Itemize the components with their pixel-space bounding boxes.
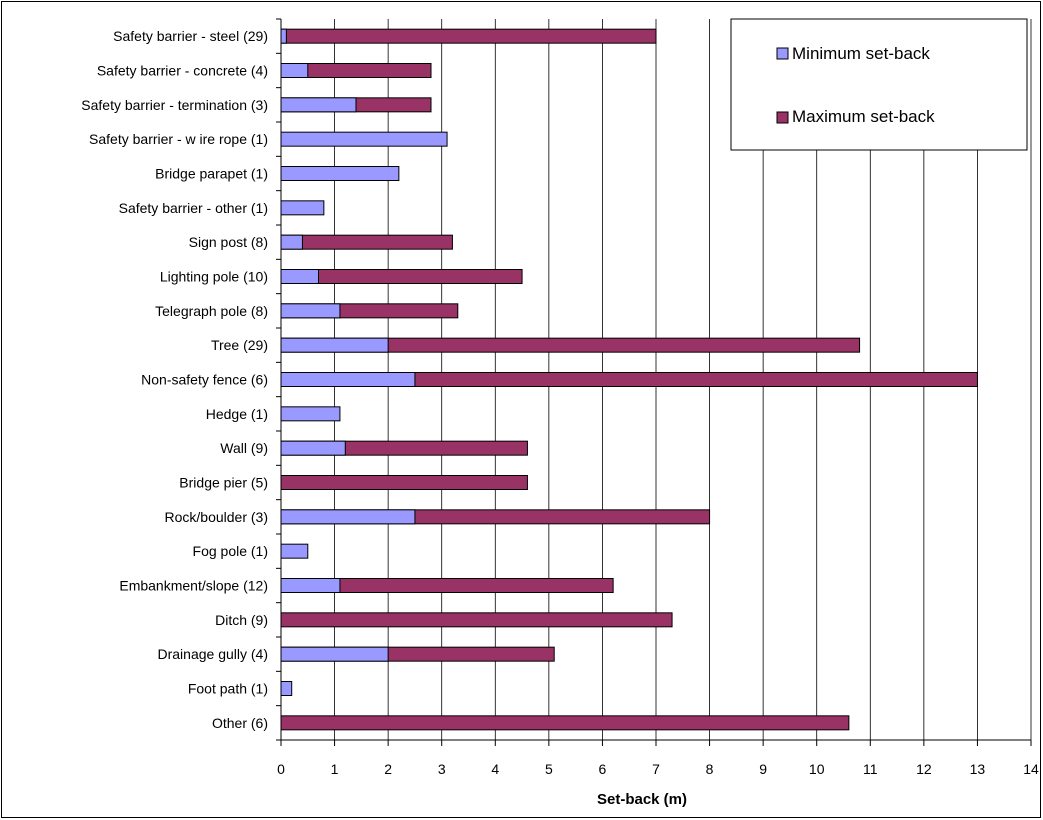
x-tick-label: 11 [863, 761, 878, 777]
bar-minimum-7 [280, 269, 319, 284]
x-tick-label: 5 [545, 761, 553, 777]
category-label: Embankment/slope (12) [119, 578, 268, 594]
bar-minimum-9 [280, 337, 389, 353]
axes [276, 18, 1032, 746]
x-tick-label: 0 [277, 761, 285, 777]
legend-swatch-minimum [776, 47, 789, 60]
category-label: Drainage gully (4) [158, 646, 269, 662]
bar-minimum-18 [280, 646, 389, 662]
bar-minimum-15 [280, 543, 309, 559]
category-label: Foot path (1) [188, 681, 268, 697]
category-label: Fog pole (1) [193, 543, 268, 559]
bar-minimum-3 [280, 131, 448, 147]
category-label: Rock/boulder (3) [165, 509, 269, 525]
bar-minimum-6 [280, 234, 303, 250]
category-label: Lighting pole (10) [160, 269, 268, 285]
bar-maximum-17 [280, 612, 673, 628]
x-tick-label: 3 [438, 761, 446, 777]
bar-minimum-0 [280, 28, 287, 44]
bar-minimum-1 [280, 63, 309, 78]
legend: Minimum set-back Maximum set-back [730, 18, 1028, 151]
bar-minimum-11 [280, 406, 341, 422]
x-tick-label: 9 [759, 761, 767, 777]
category-label: Sign post (8) [189, 234, 268, 250]
category-label: Tree (29) [211, 337, 268, 353]
legend-label-maximum: Maximum set-back [792, 107, 935, 126]
category-label: Hedge (1) [206, 406, 268, 422]
bar-minimum-8 [280, 303, 341, 319]
category-label: Wall (9) [220, 440, 268, 456]
bar-maximum-0 [280, 28, 657, 44]
legend-swatch-maximum [776, 111, 789, 124]
bar-maximum-13 [280, 475, 528, 490]
bar-minimum-5 [280, 200, 325, 216]
category-label: Safety barrier - termination (3) [81, 97, 268, 113]
x-tick-label: 13 [970, 761, 986, 777]
category-label: Safety barrier - concrete (4) [97, 63, 268, 79]
bars [280, 28, 978, 731]
x-tick-label: 10 [809, 761, 825, 777]
bar-minimum-16 [280, 578, 341, 593]
x-tick-label: 1 [331, 761, 339, 777]
bar-minimum-12 [280, 440, 346, 456]
bar-maximum-6 [280, 234, 453, 250]
category-label: Non-safety fence (6) [141, 372, 268, 388]
category-label: Ditch (9) [215, 612, 268, 628]
legend-label-minimum: Minimum set-back [792, 44, 930, 63]
category-label: Bridge parapet (1) [155, 166, 268, 182]
x-tick-labels: 0 1 2 3 4 5 6 7 8 9 10 11 12 13 14 [277, 761, 1039, 777]
bar-minimum-14 [280, 509, 416, 525]
bar-minimum-4 [280, 166, 400, 181]
category-labels: Safety barrier - steel (29) Safety barrie… [81, 28, 268, 731]
x-tick-label: 12 [916, 761, 932, 777]
category-label: Safety barrier - w ire rope (1) [89, 131, 268, 147]
bar-minimum-2 [280, 97, 357, 113]
category-label: Safety barrier - steel (29) [113, 28, 268, 44]
bar-minimum-10 [280, 372, 416, 387]
x-tick-label: 8 [706, 761, 714, 777]
category-label: Telegraph pole (8) [155, 303, 268, 319]
x-tick-label: 4 [491, 761, 499, 777]
x-axis-title: Set-back (m) [597, 791, 687, 808]
legend-box [730, 18, 1028, 151]
x-tick-label: 7 [652, 761, 660, 777]
x-tick-label: 14 [1023, 761, 1039, 777]
bar-minimum-19 [280, 681, 293, 696]
category-label: Safety barrier - other (1) [119, 200, 268, 216]
x-tick-label: 6 [599, 761, 607, 777]
x-tick-label: 2 [384, 761, 392, 777]
bar-maximum-20 [280, 715, 850, 731]
category-label: Other (6) [212, 715, 268, 731]
category-label: Bridge pier (5) [179, 475, 268, 491]
